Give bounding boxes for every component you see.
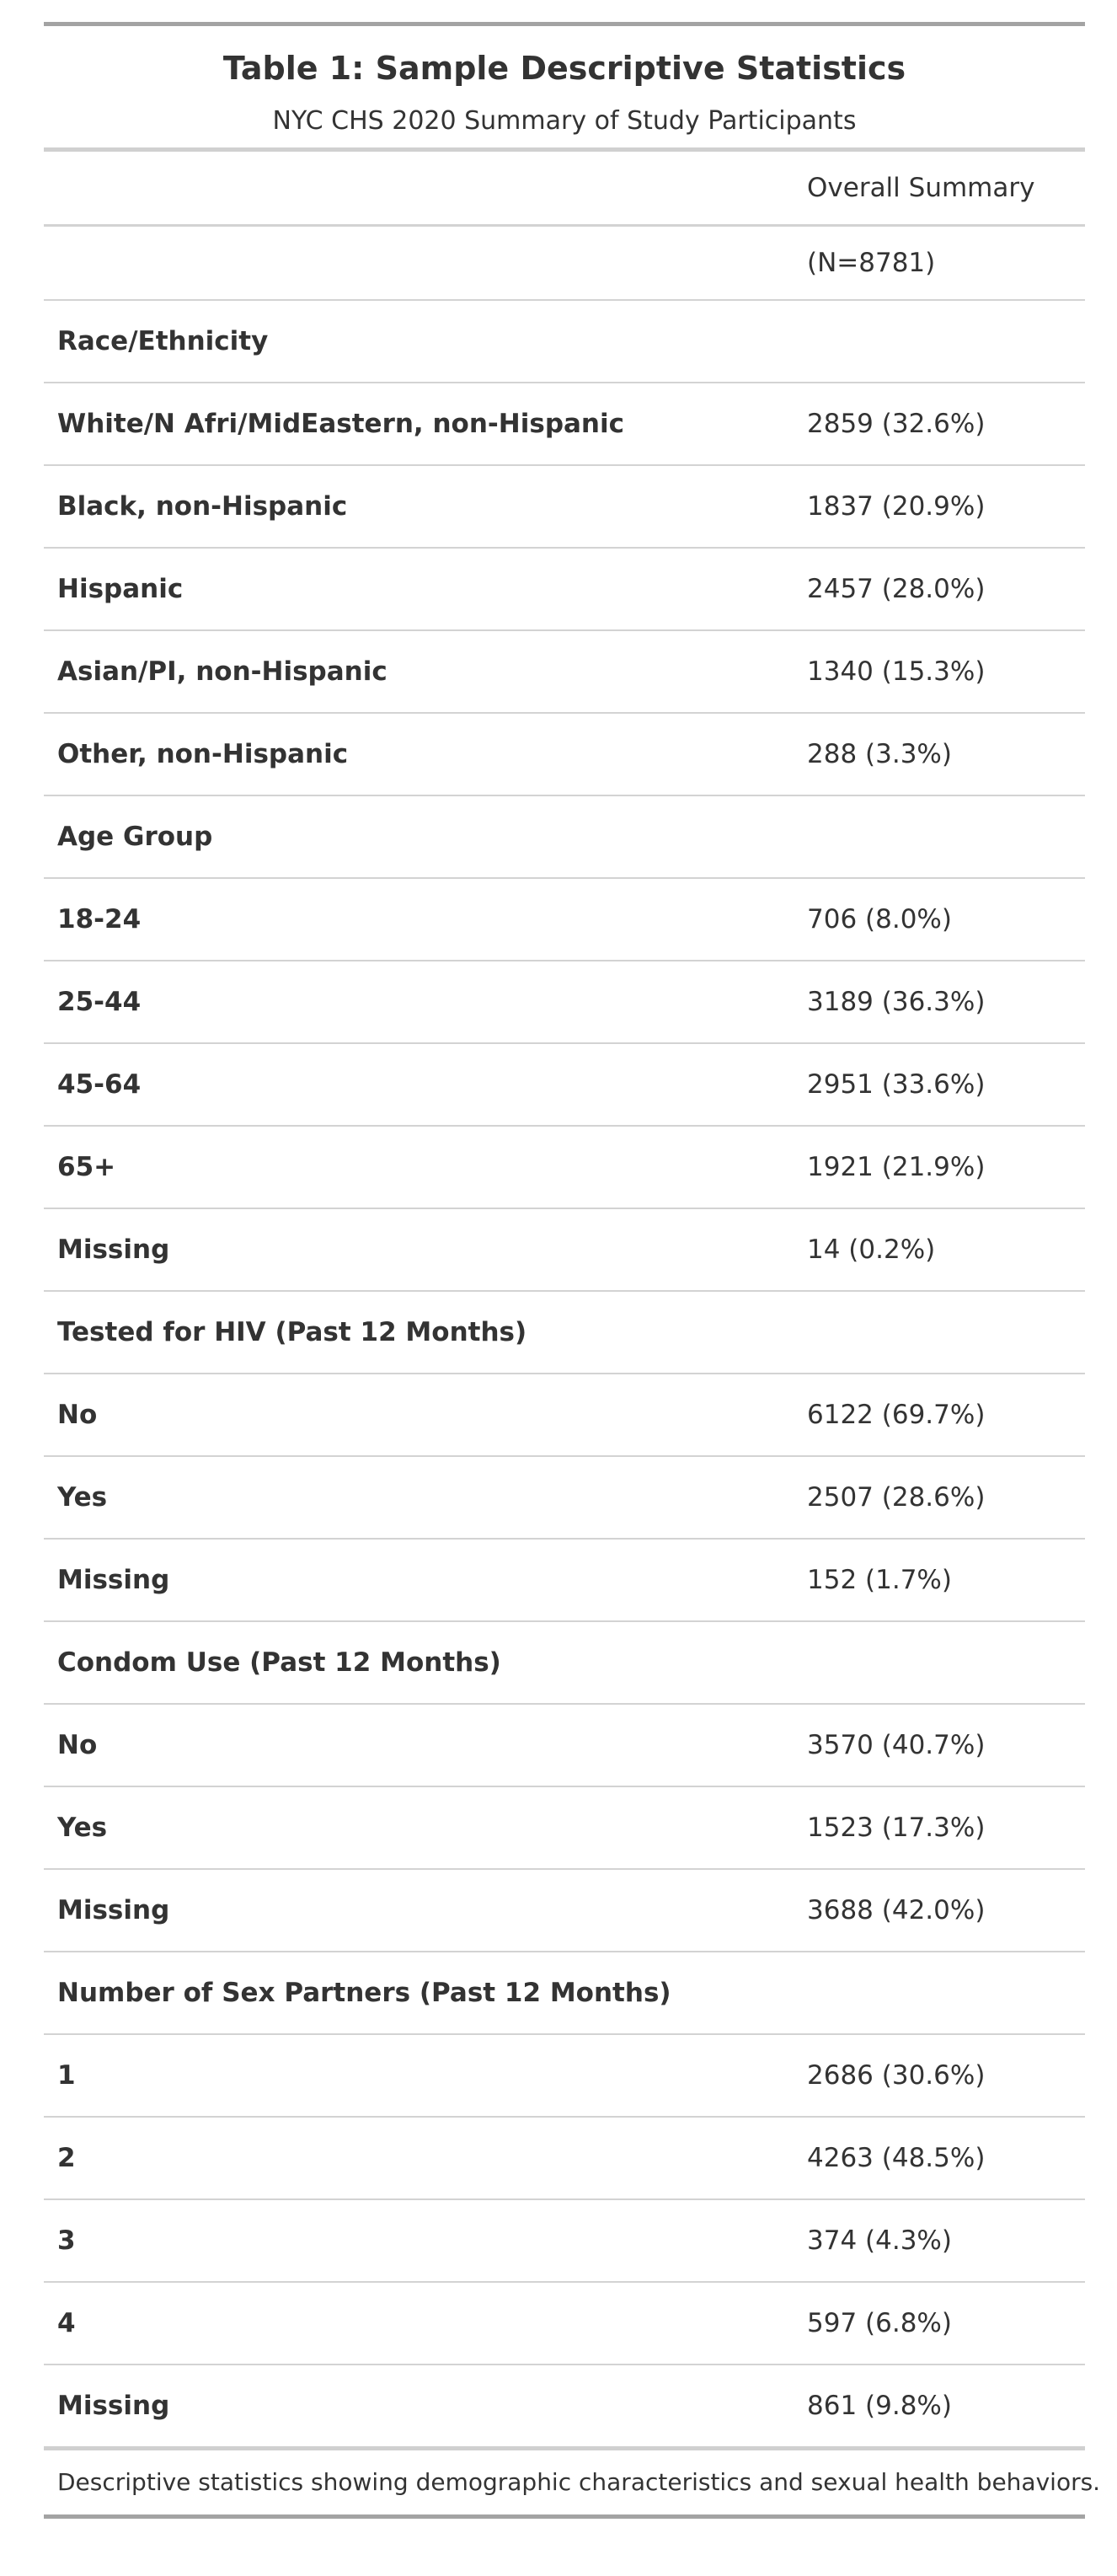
row-label: Age Group xyxy=(44,795,785,879)
row-value xyxy=(785,795,1085,879)
table-row: Missing 861 (9.8%) xyxy=(44,2364,1085,2450)
table-row: Yes 2507 (28.6%) xyxy=(44,1456,1085,1540)
row-label: Asian/PI, non-Hispanic xyxy=(44,630,785,714)
row-label: No xyxy=(44,1374,785,1457)
row-value: 152 (1.7%) xyxy=(785,1539,1085,1622)
row-value xyxy=(785,1291,1085,1374)
row-label: 4 xyxy=(44,2282,785,2365)
row-value: 2859 (32.6%) xyxy=(785,383,1085,466)
row-value: 1837 (20.9%) xyxy=(785,465,1085,549)
sample-size-row: (N=8781) xyxy=(44,225,1085,301)
row-label: 2 xyxy=(44,2117,785,2200)
row-value: 1340 (15.3%) xyxy=(785,630,1085,714)
table-title: Table 1: Sample Descriptive Statistics xyxy=(222,50,906,87)
sample-size-label: (N=8781) xyxy=(785,225,1085,301)
table-row: Age Group xyxy=(44,795,1085,879)
table-row: 45-64 2951 (33.6%) xyxy=(44,1043,1085,1127)
row-label: 1 xyxy=(44,2034,785,2118)
table-row: Missing 3688 (42.0%) xyxy=(44,1869,1085,1952)
table-row: No 6122 (69.7%) xyxy=(44,1374,1085,1457)
row-value: 1523 (17.3%) xyxy=(785,1786,1085,1870)
row-value: 597 (6.8%) xyxy=(785,2282,1085,2365)
row-label: No xyxy=(44,1704,785,1787)
table-row: 65+ 1921 (21.9%) xyxy=(44,1126,1085,1209)
row-label: 18-24 xyxy=(44,878,785,961)
row-label: Missing xyxy=(44,1539,785,1622)
row-value: 6122 (69.7%) xyxy=(785,1374,1085,1457)
table-header-rule xyxy=(44,147,1085,152)
table-row: Tested for HIV (Past 12 Months) xyxy=(44,1291,1085,1374)
row-label: Other, non-Hispanic xyxy=(44,713,785,796)
row-label: Missing xyxy=(44,1208,785,1292)
row-label: Missing xyxy=(44,1869,785,1952)
table-row: Asian/PI, non-Hispanic 1340 (15.3%) xyxy=(44,630,1085,714)
row-label: Tested for HIV (Past 12 Months) xyxy=(44,1291,785,1374)
descriptive-statistics-table: Table 1: Sample Descriptive Statistics N… xyxy=(44,22,1101,2519)
table-row: Missing 14 (0.2%) xyxy=(44,1208,1085,1292)
table-row: 2 4263 (48.5%) xyxy=(44,2117,1085,2200)
table-row: 25-44 3189 (36.3%) xyxy=(44,961,1085,1044)
table-row: Condom Use (Past 12 Months) xyxy=(44,1621,1085,1705)
column-header-blank xyxy=(44,152,785,227)
row-label: 45-64 xyxy=(44,1043,785,1127)
row-label: Yes xyxy=(44,1456,785,1540)
row-label: Condom Use (Past 12 Months) xyxy=(44,1621,785,1705)
row-label: Race/Ethnicity xyxy=(44,300,785,383)
row-label: Black, non-Hispanic xyxy=(44,465,785,549)
row-value: 3570 (40.7%) xyxy=(785,1704,1085,1787)
row-value: 288 (3.3%) xyxy=(785,713,1085,796)
table-footnote: Descriptive statistics showing demograph… xyxy=(57,2468,1101,2496)
row-value: 2686 (30.6%) xyxy=(785,2034,1085,2118)
table-row: Other, non-Hispanic 288 (3.3%) xyxy=(44,713,1085,796)
table-top-rule xyxy=(44,22,1085,26)
table-row: Yes 1523 (17.3%) xyxy=(44,1786,1085,1870)
sample-size-blank xyxy=(44,225,785,301)
row-label: 65+ xyxy=(44,1126,785,1209)
row-value xyxy=(785,1621,1085,1705)
row-value: 3189 (36.3%) xyxy=(785,961,1085,1044)
row-label: 25-44 xyxy=(44,961,785,1044)
row-label: Number of Sex Partners (Past 12 Months) xyxy=(44,1952,785,2035)
row-value: 861 (9.8%) xyxy=(785,2364,1085,2450)
row-value: 1921 (21.9%) xyxy=(785,1126,1085,1209)
table-body: Race/Ethnicity White/N Afri/MidEastern, n… xyxy=(44,300,1085,2450)
row-value: 4263 (48.5%) xyxy=(785,2117,1085,2200)
table-row: White/N Afri/MidEastern, non-Hispanic 285… xyxy=(44,383,1085,466)
row-value xyxy=(785,1952,1085,2035)
table-row: 18-24 706 (8.0%) xyxy=(44,878,1085,961)
row-label: Missing xyxy=(44,2364,785,2450)
table-row: Race/Ethnicity xyxy=(44,300,1085,383)
column-header-row: Overall Summary xyxy=(44,152,1085,227)
row-label: 3 xyxy=(44,2199,785,2283)
table-subtitle: NYC CHS 2020 Summary of Study Participan… xyxy=(272,106,857,136)
table-row: No 3570 (40.7%) xyxy=(44,1704,1085,1787)
table-row: 3 374 (4.3%) xyxy=(44,2199,1085,2283)
table-row: Missing 152 (1.7%) xyxy=(44,1539,1085,1622)
row-label: Hispanic xyxy=(44,548,785,631)
row-value: 3688 (42.0%) xyxy=(785,1869,1085,1952)
table-row: Black, non-Hispanic 1837 (20.9%) xyxy=(44,465,1085,549)
statistics-table: Overall Summary (N=8781) Race/Ethnicity W… xyxy=(44,152,1085,2450)
row-value: 14 (0.2%) xyxy=(785,1208,1085,1292)
row-value xyxy=(785,300,1085,383)
row-value: 2951 (33.6%) xyxy=(785,1043,1085,1127)
table-row: Number of Sex Partners (Past 12 Months) xyxy=(44,1952,1085,2035)
row-value: 374 (4.3%) xyxy=(785,2199,1085,2283)
table-row: Hispanic 2457 (28.0%) xyxy=(44,548,1085,631)
row-label: Yes xyxy=(44,1786,785,1870)
row-value: 2457 (28.0%) xyxy=(785,548,1085,631)
row-label: White/N Afri/MidEastern, non-Hispanic xyxy=(44,383,785,466)
column-header-overall-summary: Overall Summary xyxy=(785,152,1085,227)
table-bottom-rule xyxy=(44,2514,1085,2519)
row-value: 706 (8.0%) xyxy=(785,878,1085,961)
table-row: 4 597 (6.8%) xyxy=(44,2282,1085,2365)
table-row: 1 2686 (30.6%) xyxy=(44,2034,1085,2118)
row-value: 2507 (28.6%) xyxy=(785,1456,1085,1540)
